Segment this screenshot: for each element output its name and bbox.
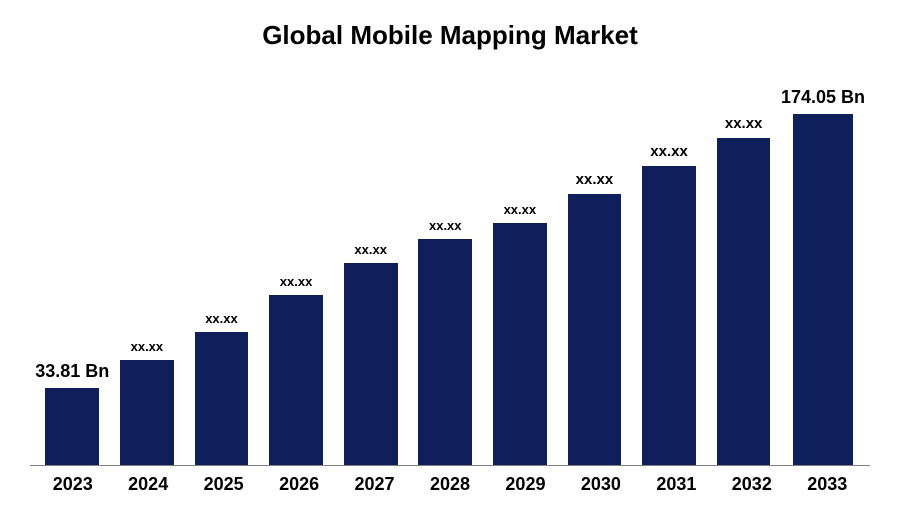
x-axis-label: 2032 — [714, 474, 789, 495]
bar-group: xx.xx — [408, 61, 483, 465]
bar-value-label: xx.xx — [725, 115, 763, 132]
x-axis-label: 2031 — [639, 474, 714, 495]
bar-group: xx.xx — [483, 61, 558, 465]
bar-value-label: xx.xx — [354, 242, 387, 257]
bar-value-label: 174.05 Bn — [781, 87, 865, 108]
x-axis-label: 2026 — [261, 474, 336, 495]
x-axis: 2023 2024 2025 2026 2027 2028 2029 2030 … — [30, 466, 870, 495]
bar-group: xx.xx — [333, 61, 408, 465]
x-axis-label: 2023 — [35, 474, 110, 495]
bar — [493, 223, 547, 465]
bar — [717, 138, 771, 465]
bar-value-label: xx.xx — [280, 274, 313, 289]
bar — [195, 332, 249, 465]
x-axis-label: 2029 — [488, 474, 563, 495]
x-axis-label: 2028 — [412, 474, 487, 495]
bar-group: xx.xx — [557, 61, 632, 465]
bar-value-label: xx.xx — [429, 218, 462, 233]
bar-group: xx.xx — [259, 61, 334, 465]
bar-group: xx.xx — [110, 61, 185, 465]
bar-value-label: xx.xx — [576, 171, 614, 188]
bar — [344, 263, 398, 465]
bar — [793, 114, 854, 465]
bar-value-label: 33.81 Bn — [35, 361, 109, 382]
x-axis-label: 2024 — [110, 474, 185, 495]
bar-value-label: xx.xx — [205, 311, 238, 326]
bar-value-label: xx.xx — [131, 339, 164, 354]
bar-group: xx.xx — [632, 61, 707, 465]
chart-title: Global Mobile Mapping Market — [30, 20, 870, 51]
bar — [45, 388, 99, 465]
bar — [568, 194, 622, 465]
bar-value-label: xx.xx — [650, 143, 688, 160]
bar-group: 174.05 Bn — [781, 61, 865, 465]
bar — [642, 166, 696, 465]
bar — [120, 360, 174, 465]
x-axis-label: 2030 — [563, 474, 638, 495]
bar-group: 33.81 Bn — [35, 61, 110, 465]
bar-value-label: xx.xx — [504, 202, 537, 217]
bar — [418, 239, 472, 465]
x-axis-label: 2025 — [186, 474, 261, 495]
x-axis-label: 2027 — [337, 474, 412, 495]
plot-area: 33.81 Bn xx.xx xx.xx xx.xx xx.xx xx.xx x… — [30, 61, 870, 466]
chart-container: Global Mobile Mapping Market 33.81 Bn xx… — [0, 0, 900, 525]
bar-group: xx.xx — [706, 61, 781, 465]
bar-group: xx.xx — [184, 61, 259, 465]
bar — [269, 295, 323, 465]
x-axis-label: 2033 — [790, 474, 865, 495]
